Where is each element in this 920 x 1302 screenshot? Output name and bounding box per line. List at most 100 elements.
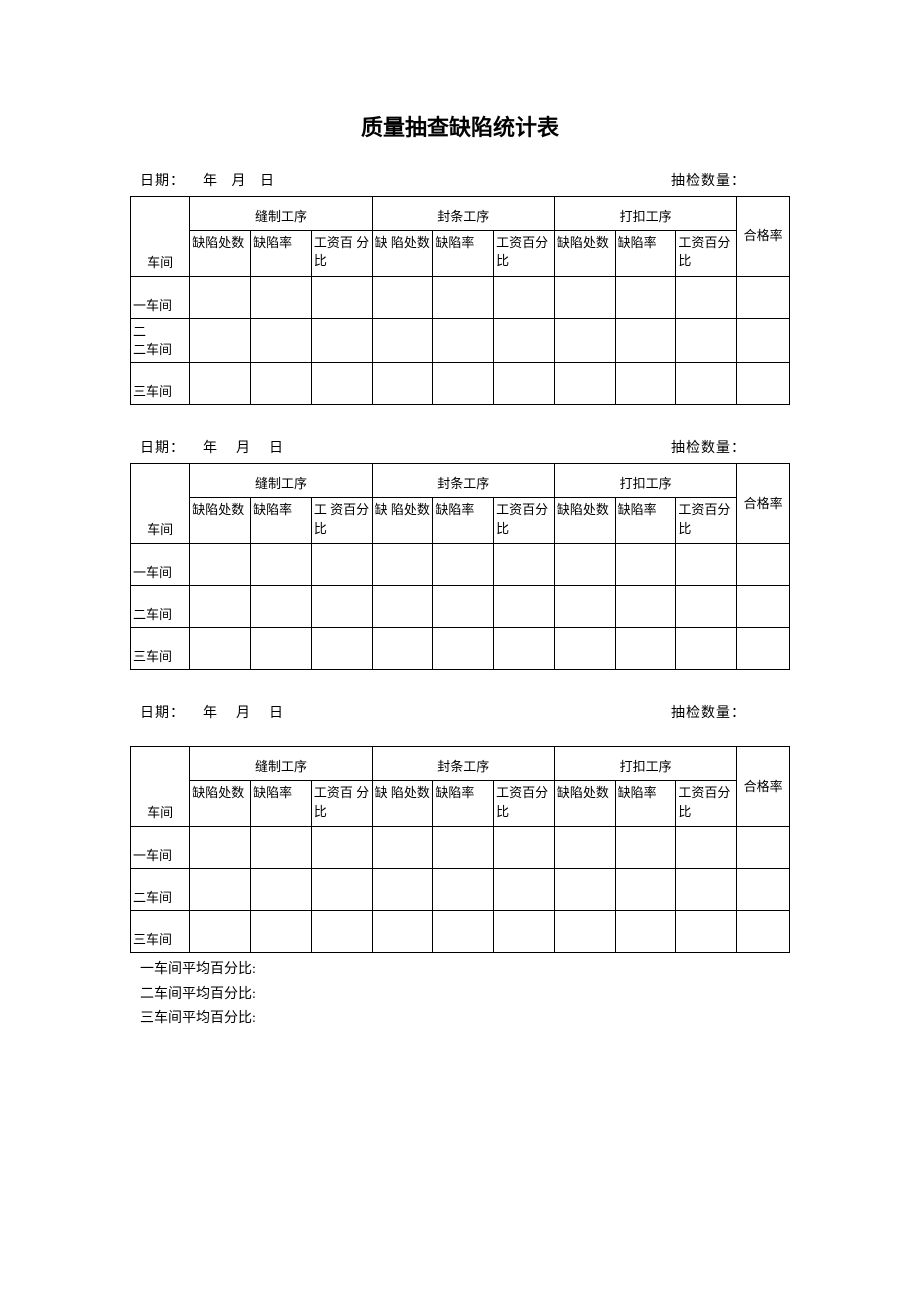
summary-3: 三车间平均百分比:: [140, 1008, 790, 1030]
header-defect-count: 缺陷处数: [554, 498, 615, 544]
cell: [433, 628, 494, 670]
cell: [372, 869, 433, 911]
header-wage-pct: 工资百 分比: [311, 231, 372, 277]
meta-line-1: 日期： 年 月 日 抽检数量：: [130, 170, 790, 190]
header-defect-rate: 缺陷率: [615, 231, 676, 277]
workshop-2: 二 二车间: [131, 319, 190, 363]
table-row: 一车间: [131, 277, 790, 319]
cell: [251, 319, 312, 363]
header-passrate: 合格率: [737, 464, 790, 544]
cell: [372, 628, 433, 670]
cell: [311, 544, 372, 586]
cell: [554, 911, 615, 953]
header-workshop: 车间: [131, 197, 190, 277]
header-defect-count: 缺陷处数: [554, 231, 615, 277]
cell: [190, 319, 251, 363]
cell: [615, 911, 676, 953]
table-row: 三车间: [131, 363, 790, 405]
page-title: 质量抽查缺陷统计表: [130, 110, 790, 142]
defect-table-1: 车间 缝制工序 封条工序 打扣工序 合格率 缺陷处数 缺陷率 工资百 分比 缺 …: [130, 196, 790, 405]
cell: [433, 827, 494, 869]
date-prefix: 日期：: [140, 174, 185, 189]
workshop-1: 一车间: [131, 277, 190, 319]
header-process2: 封条工序: [372, 197, 554, 231]
cell: [311, 277, 372, 319]
table-row: 二车间: [131, 869, 790, 911]
sample-qty-label: 抽检数量：: [671, 170, 786, 190]
cell: [251, 628, 312, 670]
cell: [494, 363, 555, 405]
cell: [494, 319, 555, 363]
cell: [190, 911, 251, 953]
cell: [737, 628, 790, 670]
cell: [433, 586, 494, 628]
cell: [494, 827, 555, 869]
year-label: 年: [203, 441, 218, 456]
header-wage-pct: 工资百分比: [676, 498, 737, 544]
cell: [554, 869, 615, 911]
cell: [311, 586, 372, 628]
cell: [676, 277, 737, 319]
cell: [494, 544, 555, 586]
cell: [494, 586, 555, 628]
header-defect-count: 缺陷处数: [554, 781, 615, 827]
cell: [737, 911, 790, 953]
cell: [676, 869, 737, 911]
header-wage-pct: 工资百分比: [676, 231, 737, 277]
cell: [311, 628, 372, 670]
cell: [251, 586, 312, 628]
cell: [615, 277, 676, 319]
cell: [676, 586, 737, 628]
cell: [554, 277, 615, 319]
cell: [737, 277, 790, 319]
cell: [372, 544, 433, 586]
cell: [251, 869, 312, 911]
cell: [433, 277, 494, 319]
cell: [372, 363, 433, 405]
header-wage-pct: 工资百分比: [494, 498, 555, 544]
cell: [615, 827, 676, 869]
cell: [554, 319, 615, 363]
header-process1: 缝制工序: [190, 747, 372, 781]
cell: [554, 628, 615, 670]
cell: [190, 544, 251, 586]
header-defect-rate: 缺陷率: [251, 231, 312, 277]
workshop-3: 三车间: [131, 911, 190, 953]
header-defect-count: 缺陷处数: [190, 781, 251, 827]
summary-2: 二车间平均百分比:: [140, 984, 790, 1006]
date-prefix: 日期：: [140, 706, 185, 721]
table-row: 三车间: [131, 628, 790, 670]
header-workshop: 车间: [131, 464, 190, 544]
header-defect-count: 缺陷处数: [190, 498, 251, 544]
defect-table-2: 车间 缝制工序 封条工序 打扣工序 合格率 缺陷处数 缺陷率 工 资百分比 缺 …: [130, 463, 790, 670]
cell: [251, 911, 312, 953]
cell: [433, 869, 494, 911]
date-prefix: 日期：: [140, 441, 185, 456]
header-defect-rate: 缺陷率: [615, 781, 676, 827]
month-label: 月: [236, 706, 251, 721]
cell: [311, 869, 372, 911]
cell: [494, 911, 555, 953]
cell: [554, 827, 615, 869]
cell: [311, 827, 372, 869]
table-block-2: 日期： 年 月 日 抽检数量： 车间 缝制工序 封条工序 打扣工序 合格率 缺陷…: [130, 437, 790, 670]
cell: [190, 363, 251, 405]
header-wage-pct: 工资百分比: [494, 781, 555, 827]
header-process3: 打扣工序: [554, 747, 736, 781]
cell: [372, 277, 433, 319]
header-passrate: 合格率: [737, 197, 790, 277]
table-block-1: 日期： 年 月 日 抽检数量： 车间 缝制工序 封条工序 打扣工序 合格率 缺陷…: [130, 170, 790, 405]
workshop-1: 一车间: [131, 827, 190, 869]
cell: [615, 586, 676, 628]
cell: [251, 827, 312, 869]
date-label: 日期： 年 月 日: [140, 437, 284, 457]
meta-line-3: 日期： 年 月 日 抽检数量：: [130, 702, 790, 722]
cell: [251, 363, 312, 405]
cell: [615, 544, 676, 586]
workshop-1: 一车间: [131, 544, 190, 586]
header-wage-pct: 工资百 分比: [311, 781, 372, 827]
date-label: 日期： 年 月 日: [140, 702, 284, 722]
cell: [494, 628, 555, 670]
year-label: 年: [203, 706, 218, 721]
day-label: 日: [269, 441, 284, 456]
